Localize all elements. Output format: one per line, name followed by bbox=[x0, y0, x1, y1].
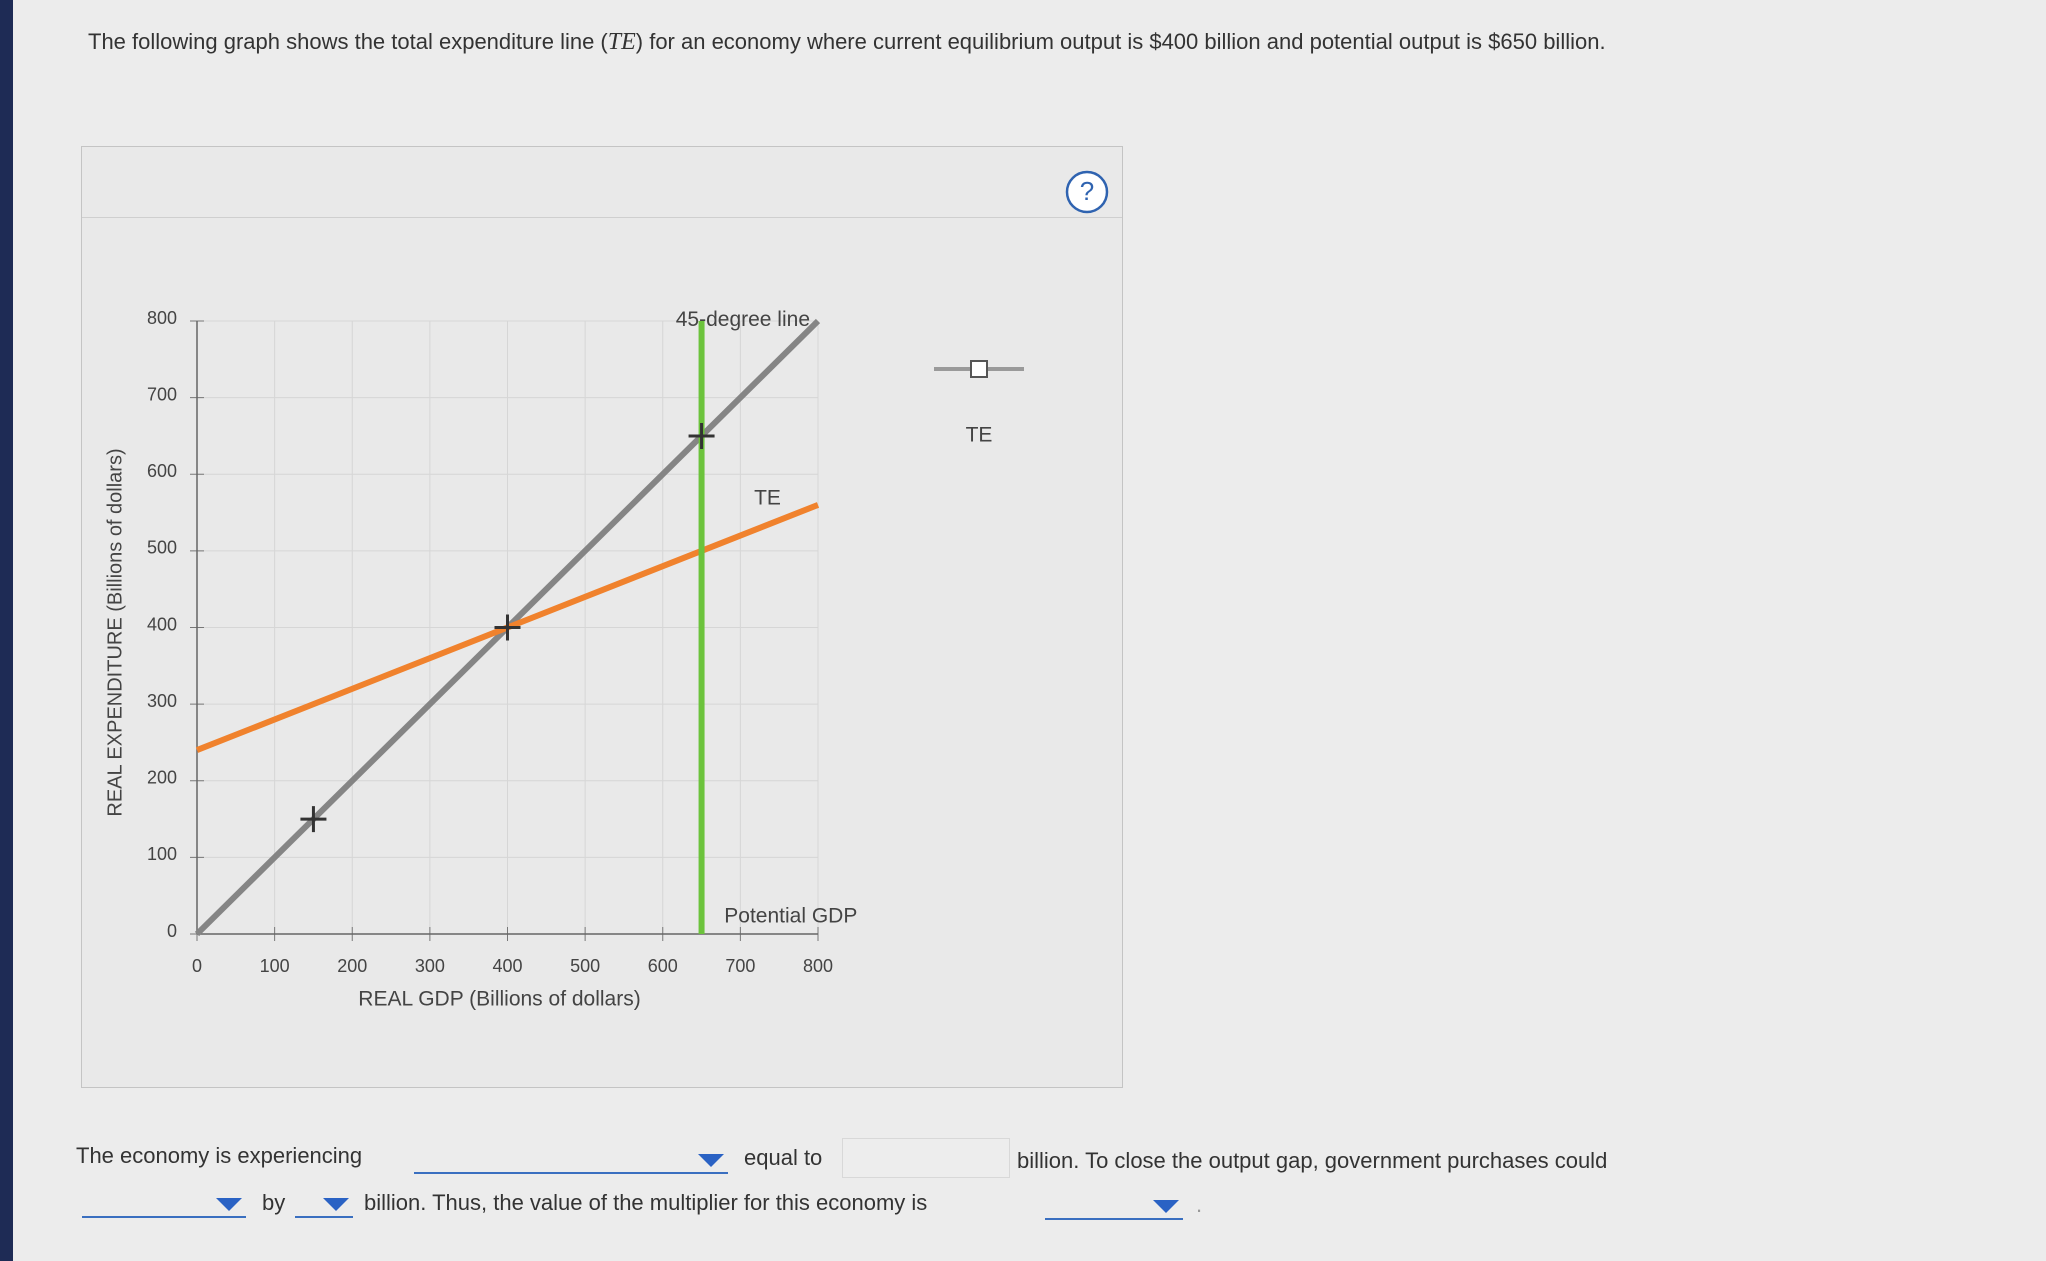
input-box[interactable] bbox=[842, 1138, 1010, 1178]
graph-panel bbox=[81, 146, 1123, 1088]
side-strip bbox=[0, 0, 13, 1261]
series-label: TE bbox=[754, 486, 781, 509]
x-tick-label: 100 bbox=[260, 956, 290, 976]
answer-text: billion. To close the output gap, govern… bbox=[1017, 1148, 1608, 1173]
point-marker bbox=[494, 614, 521, 641]
y-tick-label: 100 bbox=[147, 844, 177, 864]
y-tick-label: 600 bbox=[147, 461, 177, 481]
point-marker bbox=[300, 806, 327, 833]
question-text: ) for an economy where current equilibri… bbox=[635, 29, 1606, 54]
answer-text: equal to bbox=[744, 1145, 823, 1170]
x-tick-label: 800 bbox=[803, 956, 833, 976]
y-tick-label: 500 bbox=[147, 538, 177, 558]
x-tick-label: 500 bbox=[570, 956, 600, 976]
y-tick-label: 300 bbox=[147, 691, 177, 711]
dropdown[interactable] bbox=[295, 1188, 353, 1218]
series-label: 45-degree line bbox=[676, 308, 810, 331]
dropdown[interactable] bbox=[1045, 1190, 1183, 1220]
palette-label[interactable]: TE bbox=[966, 424, 993, 447]
x-axis-label: REAL GDP (Billions of dollars) bbox=[358, 988, 640, 1011]
dropdown[interactable] bbox=[82, 1188, 246, 1218]
y-tick-label: 800 bbox=[147, 308, 177, 328]
y-tick-label: 0 bbox=[167, 921, 177, 941]
answer-text: The economy is experiencing bbox=[76, 1143, 363, 1168]
symbol: TE bbox=[607, 29, 636, 55]
y-tick-label: 200 bbox=[147, 768, 177, 788]
series-label: Potential GDP bbox=[724, 905, 857, 928]
help-button[interactable] bbox=[1065, 170, 1109, 214]
palette-marker[interactable] bbox=[970, 360, 988, 378]
x-tick-label: 200 bbox=[337, 956, 367, 976]
x-tick-label: 0 bbox=[192, 956, 202, 976]
y-tick-label: 700 bbox=[147, 384, 177, 404]
point-marker bbox=[688, 422, 715, 449]
dropdown[interactable] bbox=[414, 1144, 728, 1174]
x-tick-label: 400 bbox=[492, 956, 522, 976]
help-label[interactable]: ? bbox=[1080, 176, 1094, 206]
x-tick-label: 700 bbox=[725, 956, 755, 976]
answer-text: by bbox=[262, 1190, 286, 1215]
answer-text: billion. Thus, the value of the multipli… bbox=[364, 1190, 928, 1215]
y-axis-label: REAL EXPENDITURE (Billions of dollars) bbox=[104, 448, 126, 816]
question-text: The following graph shows the total expe… bbox=[88, 29, 608, 54]
question: The following graph shows the total expe… bbox=[88, 22, 1848, 62]
x-tick-label: 600 bbox=[648, 956, 678, 976]
answer-text: . bbox=[1196, 1192, 1203, 1217]
panel-header bbox=[82, 147, 1122, 218]
x-tick-label: 300 bbox=[415, 956, 445, 976]
y-tick-label: 400 bbox=[147, 614, 177, 634]
